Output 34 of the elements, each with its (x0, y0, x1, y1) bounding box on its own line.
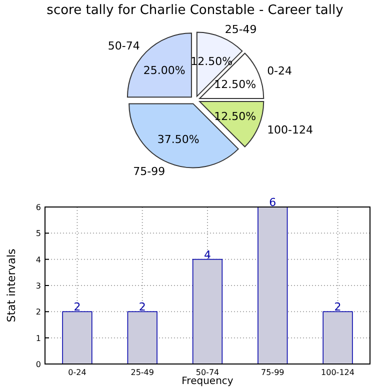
x-tick-label: 25-49 (130, 368, 154, 377)
data-label: 2 (334, 300, 342, 314)
data-label: 37.50% (157, 133, 200, 146)
data-label: 6 (269, 196, 276, 209)
y-tick-label: 1 (36, 334, 41, 343)
data-label: 4 (204, 248, 211, 262)
bar (258, 206, 288, 364)
x-tick-label: 75-99 (261, 368, 284, 377)
y-tick-label: 2 (36, 308, 41, 317)
y-axis-title: Stat intervals (5, 248, 18, 322)
slice-label: 0-24 (267, 64, 292, 78)
bar (62, 311, 92, 364)
x-tick-label: 0-24 (68, 368, 86, 377)
x-tick-label: 50-74 (196, 368, 220, 377)
x-tick-label: 100-124 (321, 368, 354, 377)
y-tick-label: 5 (36, 229, 41, 238)
data-label: 25.00% (143, 64, 186, 78)
data-label: 12.50% (214, 110, 256, 124)
y-tick-label: 6 (36, 203, 41, 212)
bar (322, 311, 353, 364)
slice-label: 75-99 (133, 165, 166, 178)
x-axis-title: Frequency (182, 376, 234, 387)
y-tick-label: 3 (36, 282, 41, 290)
slice-label: 100-124 (267, 123, 314, 136)
chart-title: score tally for Charlie Constable - Career tally (46, 3, 344, 18)
data-label: 12.50% (214, 78, 256, 91)
slice-label: 50-74 (108, 40, 140, 53)
bar (127, 311, 158, 364)
y-tick-label: 0 (36, 360, 41, 369)
y-tick-label: 4 (36, 255, 41, 264)
slice-label: 25-49 (224, 22, 257, 36)
data-label: 2 (74, 300, 81, 314)
bar (192, 258, 223, 364)
data-label: 2 (138, 300, 146, 314)
